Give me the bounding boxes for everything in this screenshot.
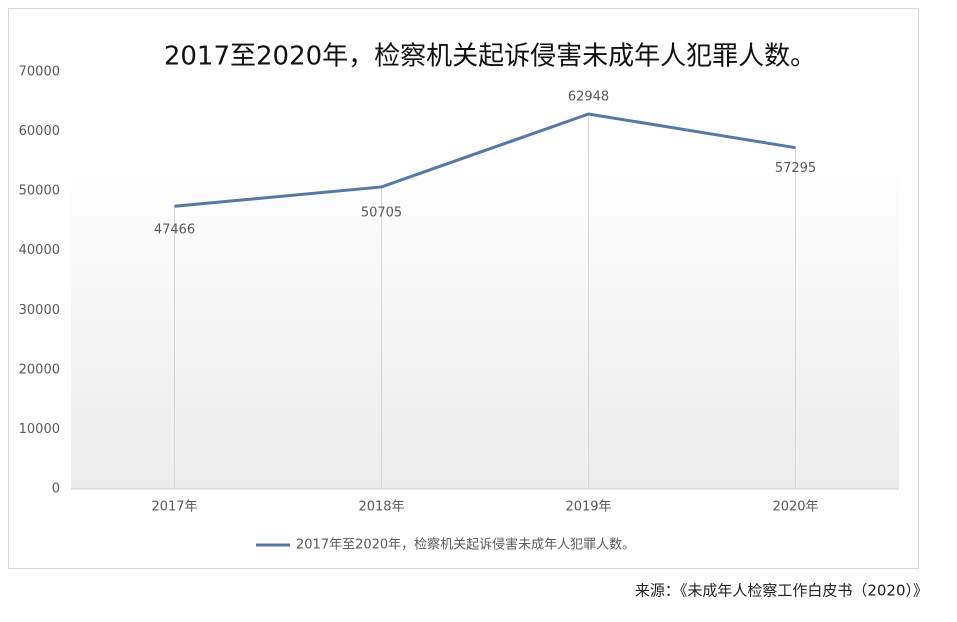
y-tick-label: 60000 <box>19 124 60 139</box>
x-tick-label: 2019年 <box>565 500 611 515</box>
y-tick-label: 40000 <box>19 243 60 258</box>
source-note: 来源：《未成年人检察工作白皮书（2020）》 <box>635 582 928 600</box>
y-tick-label: 50000 <box>19 184 60 199</box>
data-label: 62948 <box>568 90 609 105</box>
data-label: 50705 <box>361 205 402 220</box>
data-line <box>174 112 796 208</box>
y-tick-label: 0 <box>52 482 60 497</box>
x-tick-label: 2018年 <box>358 500 404 515</box>
y-tick-label: 10000 <box>19 422 60 437</box>
x-tick-label: 2017年 <box>151 500 197 515</box>
data-label: 47466 <box>154 223 195 238</box>
chart-title: 2017至2020年，检察机关起诉侵害未成年人犯罪人数。 <box>164 42 816 72</box>
plot-background <box>71 150 899 489</box>
x-tick-label: 2020年 <box>772 500 818 515</box>
y-tick-label: 70000 <box>19 65 60 80</box>
legend-label: 2017年至2020年，检察机关起诉侵害未成年人犯罪人数。 <box>296 537 635 553</box>
data-label: 57295 <box>775 161 816 176</box>
y-tick-label: 30000 <box>19 303 60 318</box>
y-tick-label: 20000 <box>19 362 60 377</box>
